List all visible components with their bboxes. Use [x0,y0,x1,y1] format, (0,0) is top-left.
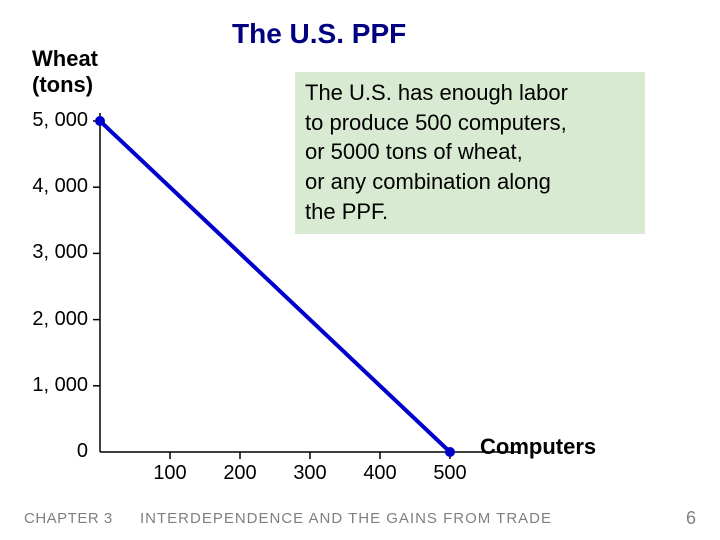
y-axis-title-line1: Wheat [32,46,98,72]
x-tick-label: 300 [285,462,335,485]
y-axis-title-line2: (tons) [32,72,98,98]
y-axis-title: Wheat (tons) [32,46,98,99]
callout-line: The U.S. has enough labor [305,78,635,108]
x-tick-label: 200 [215,462,265,485]
page-number: 6 [686,508,696,529]
y-tick-label: 4, 000 [8,175,88,198]
callout-line: the PPF. [305,197,635,227]
callout-line: to produce 500 computers, [305,108,635,138]
x-tick-label: 100 [145,462,195,485]
x-tick-label: 500 [425,462,475,485]
footer-subtitle: INTERDEPENDENCE AND THE GAINS FROM TRADE [140,510,552,527]
y-tick-label: 2, 000 [8,308,88,331]
callout-line: or 5000 tons of wheat, [305,137,635,167]
x-axis-label: Computers [480,434,596,460]
y-tick-label: 1, 000 [8,374,88,397]
chapter-label: CHAPTER 3 [24,510,113,527]
x-tick-label: 400 [355,462,405,485]
callout-line: or any combination along [305,167,635,197]
slide: { "slide": { "title": "The U.S. PPF", "t… [0,0,720,540]
y-tick-label: 3, 000 [8,241,88,264]
callout-box: The U.S. has enough labor to produce 500… [295,72,645,234]
y-tick-label: 0 [8,440,88,463]
y-tick-label: 5, 000 [8,109,88,132]
slide-title: The U.S. PPF [232,18,406,50]
